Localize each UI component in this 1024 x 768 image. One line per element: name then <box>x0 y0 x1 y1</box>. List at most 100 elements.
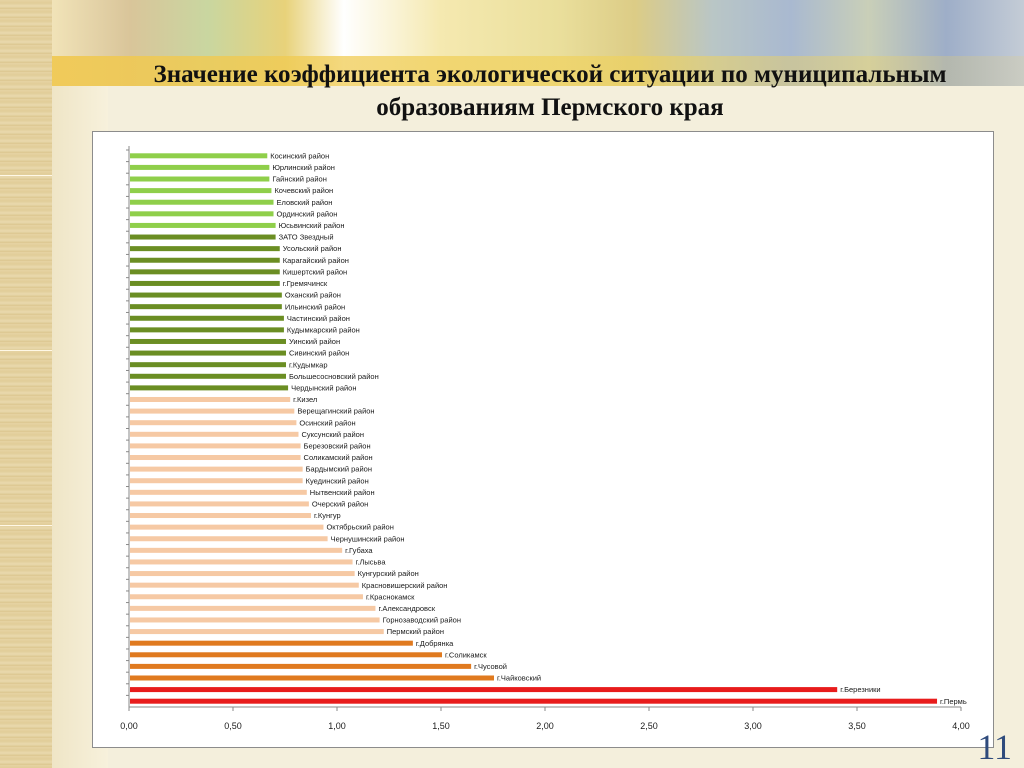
bar-label: г.Чусовой <box>474 662 507 671</box>
bar <box>130 559 353 565</box>
bar <box>130 408 295 414</box>
x-tick-label: 0,50 <box>224 721 242 731</box>
bar-label: Верещагинский район <box>297 407 374 416</box>
bar-label: Ординский район <box>277 209 338 218</box>
bar-label: Осинский район <box>299 418 355 427</box>
bar-label: Гайнский район <box>272 175 326 184</box>
bar <box>130 455 301 461</box>
bar-label: Нытвенский район <box>310 488 375 497</box>
bar-label: Красновишерский район <box>362 581 448 590</box>
bar <box>130 524 324 530</box>
bar <box>130 222 276 228</box>
bar <box>130 188 272 194</box>
bar <box>130 234 276 240</box>
bar <box>130 513 311 519</box>
bar-label: г.Лысьва <box>356 558 387 567</box>
bar <box>130 617 380 623</box>
bar <box>130 211 274 217</box>
bar-label: Уинский район <box>289 337 340 346</box>
bar-label: г.Гремячинск <box>283 279 328 288</box>
bar <box>130 431 299 437</box>
bar <box>130 292 282 298</box>
bar <box>130 327 284 333</box>
bar <box>130 582 359 588</box>
bar-label: Ильинский район <box>285 302 345 311</box>
bar-label: Еловский район <box>277 198 333 207</box>
bar <box>130 420 297 426</box>
bar-label: г.Кунгур <box>314 511 341 520</box>
bar-label: ЗАТО Звездный <box>279 233 334 242</box>
bar-label: г.Пермь <box>940 697 967 706</box>
bar-chart: Косинский район Юрлинский район Гайнский р… <box>120 146 970 731</box>
bar-label: Куединский район <box>306 476 369 485</box>
bar <box>130 489 307 495</box>
bar-label: Сивинский район <box>289 349 349 358</box>
bar-label: г.Краснокамск <box>366 592 415 601</box>
bar <box>130 466 303 472</box>
bar <box>130 594 363 600</box>
x-tick-label: 3,50 <box>848 721 866 731</box>
bar-label: г.Березники <box>840 685 880 694</box>
slide-title: Значение коэффициента экологической ситу… <box>153 61 947 121</box>
x-tick-label: 1,00 <box>328 721 346 731</box>
bar <box>130 675 494 681</box>
bar-label: Суксунский район <box>301 430 364 439</box>
bar <box>130 396 291 402</box>
bar <box>130 629 384 635</box>
bar <box>130 478 303 484</box>
bar <box>130 605 376 611</box>
bar <box>130 663 472 669</box>
bar <box>130 640 413 646</box>
bar <box>130 246 280 252</box>
bar-label: Очерский район <box>312 500 368 509</box>
x-tick-label: 3,00 <box>744 721 762 731</box>
bar-label: Бардымский район <box>306 465 372 474</box>
bar-label: Горнозаводский район <box>383 616 461 625</box>
bar <box>130 269 280 275</box>
bar-label: г.Александровск <box>378 604 435 613</box>
left-decor-strip <box>0 0 52 768</box>
bar <box>130 571 355 577</box>
bar-label: Березовский район <box>304 442 371 451</box>
x-tick-label: 1,50 <box>432 721 450 731</box>
bar-label: Косинский район <box>270 151 329 160</box>
bar-label: Чердынский район <box>291 383 356 392</box>
bar-label: г.Кизел <box>293 395 317 404</box>
page-number: 11 <box>977 727 1012 767</box>
bar <box>130 547 343 553</box>
bar <box>130 501 309 507</box>
bar-label: Усольский район <box>283 244 342 253</box>
bar-label: г.Чайковский <box>497 674 541 683</box>
bar-label: Юрлинский район <box>272 163 335 172</box>
x-tick-label: 2,50 <box>640 721 658 731</box>
bar <box>130 164 270 170</box>
bar <box>130 304 282 310</box>
bar <box>130 199 274 205</box>
bar <box>130 257 280 263</box>
bar-label: Оханский район <box>285 291 341 300</box>
bar-label: Кочевский район <box>274 186 333 195</box>
bar-label: Октябрьский район <box>326 523 393 532</box>
bar <box>130 350 286 356</box>
bar-label: Большесосновский район <box>289 372 379 381</box>
bar-label: г.Кудымкар <box>289 360 328 369</box>
bar-label: Чернушинский район <box>331 534 405 543</box>
bar <box>130 373 286 379</box>
x-tick-label: 4,00 <box>952 721 970 731</box>
bar-label: Кудымкарский район <box>287 325 360 334</box>
bar <box>130 176 270 182</box>
bar <box>130 652 442 658</box>
bar-label: Кишертский район <box>283 267 347 276</box>
x-tick-label: 2,00 <box>536 721 554 731</box>
bar <box>130 698 938 704</box>
bar <box>130 280 280 286</box>
bar-label: Частинский район <box>287 314 350 323</box>
bar <box>130 536 328 542</box>
top-decor-banner <box>52 0 1024 86</box>
bar-label: Карагайский район <box>283 256 349 265</box>
bar-label: г.Добрянка <box>416 639 454 648</box>
bar-label: Юсьвинский район <box>279 221 345 230</box>
bar-label: г.Соликамск <box>445 650 487 659</box>
x-tick-label: 0,00 <box>120 721 138 731</box>
bar <box>130 385 289 391</box>
